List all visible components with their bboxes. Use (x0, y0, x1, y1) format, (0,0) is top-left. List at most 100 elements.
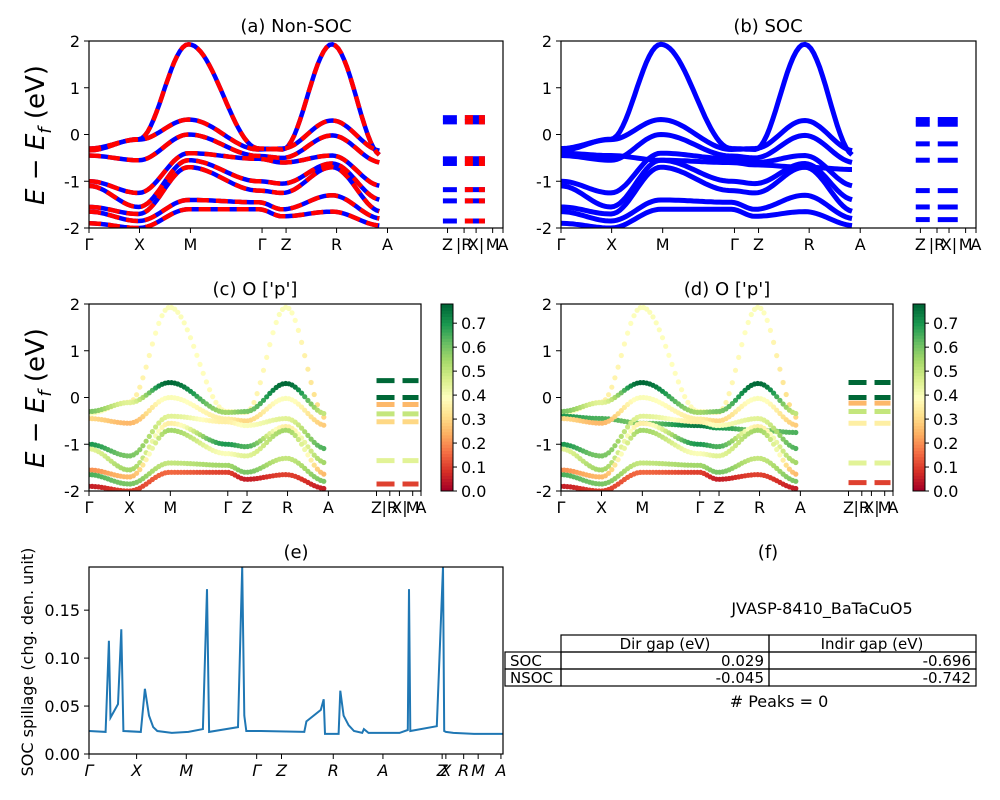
projection-point (362, 0, 367, 3)
colorbar-step (913, 438, 925, 442)
projection-point (841, 0, 846, 3)
projection-point (302, 407, 308, 413)
x-tick-label: X (130, 761, 143, 780)
x-tick-label: X| (391, 498, 407, 517)
colorbar-step (913, 319, 925, 324)
y-tick-label: 0 (70, 389, 80, 408)
projection-point (739, 342, 745, 348)
projection-point (819, 0, 824, 3)
x-tick-label: M (163, 498, 177, 517)
projection-point (812, 0, 817, 3)
projection-point (834, 0, 839, 3)
colorbar-step (441, 447, 453, 451)
colorbar-step (441, 353, 453, 358)
projection-point (143, 438, 149, 444)
y-tick-label: -1 (64, 435, 80, 454)
projection-point (838, 0, 843, 3)
projection-point (311, 391, 317, 398)
projection-point (353, 0, 358, 3)
colorbar-step (913, 450, 925, 455)
colorbar-step (913, 372, 925, 377)
projection-point (137, 384, 143, 390)
projection-point (347, 0, 352, 3)
projection-point (844, 0, 849, 3)
projection-point (732, 397, 739, 403)
y-tick-label: -1 (536, 435, 552, 454)
x-tick-label: |R (382, 498, 399, 517)
colorbar-step (441, 413, 453, 417)
projection-point (780, 401, 786, 407)
projection-point (822, 0, 827, 3)
projection-point (134, 392, 140, 398)
projection-point (612, 462, 618, 468)
projection-point (366, 0, 371, 3)
projection-point (748, 311, 754, 318)
x-tick-label: Γ (85, 235, 94, 254)
projection-point (353, 0, 358, 3)
x-tick-label: Z (442, 235, 453, 254)
projection-point (362, 0, 367, 3)
projection-point (369, 0, 374, 3)
y-tick-label: 0 (542, 389, 552, 408)
projection-point (340, 0, 345, 3)
band-line (561, 192, 853, 224)
x-tick-label: A (498, 235, 509, 254)
projection-point (311, 462, 317, 468)
projection-point (844, 0, 849, 3)
projection-point (844, 0, 849, 3)
colorbar-step (441, 322, 453, 327)
x-tick-label: |R (929, 235, 946, 254)
projection-point (825, 0, 830, 3)
projection-point (267, 342, 273, 348)
colorbar-step (441, 304, 453, 308)
projection-point (340, 0, 345, 3)
band-line (561, 164, 853, 217)
projection-point (831, 0, 836, 3)
projection-point (828, 0, 833, 3)
projection-point (672, 370, 678, 376)
projection-point (809, 0, 814, 3)
colorbar-tick-label: 0.0 (933, 482, 958, 501)
colorbar-step (913, 316, 925, 321)
colorbar-step (441, 325, 453, 330)
projection-point (800, 0, 805, 3)
y-tick-label: 1 (542, 79, 552, 98)
y-tick-label: 1 (70, 342, 80, 361)
projection-point (793, 414, 799, 420)
x-tick-label: Γ (252, 761, 262, 780)
projection-point (631, 313, 637, 319)
projection-point (841, 0, 846, 3)
projection-point (324, 0, 329, 3)
projection-point (796, 0, 801, 3)
panel-e-plot (89, 567, 503, 735)
material-id: JVASP-8410_BaTaCuO5 (730, 599, 912, 619)
colorbar-step (441, 319, 453, 324)
y-tick-label: -2 (64, 219, 80, 238)
projection-point (210, 394, 216, 400)
colorbar-step (913, 428, 925, 433)
projection-point (295, 327, 301, 333)
projection-point (153, 330, 159, 336)
colorbar-step (913, 475, 925, 480)
projection-point (819, 0, 824, 3)
colorbar-tick-label: 0.1 (461, 458, 486, 477)
projection-point (815, 0, 820, 3)
y-tick-label: -2 (536, 482, 552, 501)
projection-point (334, 0, 339, 3)
colorbar-step (913, 325, 925, 330)
x-tick-label: X (439, 761, 452, 780)
projection-point (612, 375, 618, 381)
projection-point (809, 0, 814, 3)
projection-point (828, 0, 833, 3)
colorbar-step (441, 328, 453, 333)
projection-point (321, 410, 327, 417)
projection-point (777, 432, 783, 438)
projection-point (612, 443, 618, 449)
colorbar-step (913, 453, 925, 458)
x-tick-label: R (804, 235, 815, 254)
y-tick-label: 0.10 (44, 649, 80, 668)
projection-point (197, 361, 203, 367)
projection-point (796, 0, 801, 3)
panel-c-plot (89, 0, 419, 491)
projection-point (260, 367, 267, 373)
